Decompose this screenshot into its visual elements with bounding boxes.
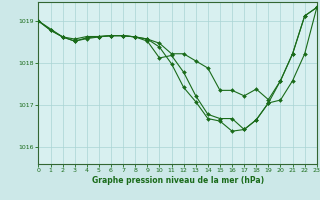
X-axis label: Graphe pression niveau de la mer (hPa): Graphe pression niveau de la mer (hPa) — [92, 176, 264, 185]
